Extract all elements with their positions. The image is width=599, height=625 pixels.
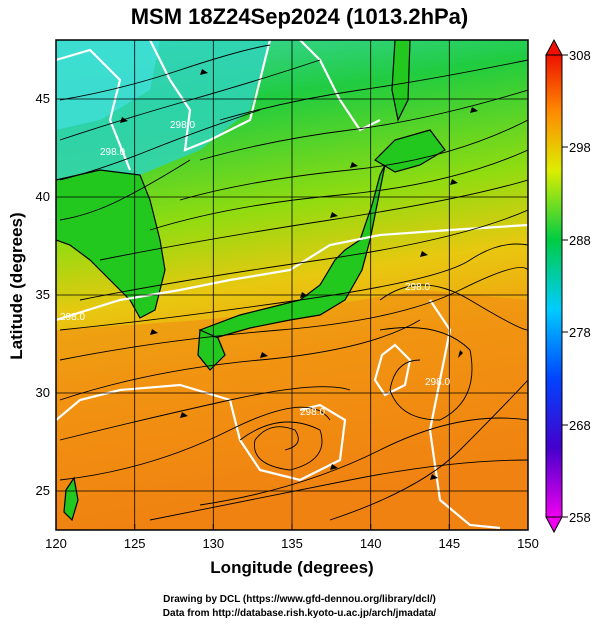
x-tick-label: 150 — [517, 536, 539, 551]
x-tick-label: 130 — [202, 536, 224, 551]
isotherm-contours — [56, 40, 528, 530]
y-tick-label: 25 — [36, 483, 50, 498]
y-axis-label: Latitude (degrees) — [7, 212, 26, 360]
coldest-region — [56, 40, 160, 130]
colorbar-tick-label: 278 — [569, 325, 591, 340]
wind-streamlines — [59, 44, 528, 521]
y-tick-label: 40 — [36, 189, 50, 204]
korea-china-landmass — [56, 169, 166, 319]
streamline-arrows — [120, 69, 478, 480]
taiwan-island — [63, 476, 79, 522]
x-tick-label: 125 — [124, 536, 146, 551]
hokkaido-island — [374, 129, 446, 173]
contour-labels: 298.0 298.0 298.0 298.0 298.0 298.0 — [60, 120, 450, 418]
map-plot-area: 298.0 298.0 298.0 298.0 298.0 298.0 — [56, 40, 528, 530]
contour-label: 298.0 — [405, 282, 430, 293]
x-tick-label: 145 — [438, 536, 460, 551]
chart-title: MSM 18Z24Sep2024 (1013.2hPa) — [130, 4, 469, 29]
colorbar-tick-label: 288 — [569, 233, 591, 248]
y-tick-label: 45 — [36, 91, 50, 106]
y-tick-label: 35 — [36, 287, 50, 302]
y-axis-tick-labels: 25 30 35 40 45 — [36, 91, 50, 498]
colorbar-tick-label: 268 — [569, 418, 591, 433]
colorbar-tick-label: 308 — [569, 48, 591, 63]
y-tick-label: 30 — [36, 385, 50, 400]
contour-label: 298.0 — [300, 407, 325, 418]
x-axis-ticks — [55, 524, 529, 530]
colorbar-max-arrow — [545, 38, 563, 56]
contour-label: 298.0 — [60, 312, 85, 323]
sakhalin-island — [391, 40, 411, 122]
x-tick-label: 135 — [281, 536, 303, 551]
lat-lon-grid — [56, 40, 528, 530]
contour-label: 298.0 — [170, 120, 195, 131]
colorbar-min-arrow — [545, 516, 563, 534]
x-tick-label: 120 — [45, 536, 67, 551]
colorbar: 308 298 288 278 268 258 — [545, 38, 591, 534]
drawing-credit: Drawing by DCL (https://www.gfd-dennou.o… — [163, 594, 436, 605]
colorbar-tick-label: 258 — [569, 510, 591, 525]
colorbar-tick-label: 298 — [569, 140, 591, 155]
data-source-credit: Data from http://database.rish.kyoto-u.a… — [162, 608, 437, 619]
x-axis-label: Longitude (degrees) — [210, 558, 374, 577]
x-tick-label: 140 — [360, 536, 382, 551]
contour-label: 298.0 — [425, 377, 450, 388]
contour-label: 298.0 — [100, 147, 125, 158]
x-axis-tick-labels: 120 125 130 135 140 145 150 — [45, 536, 539, 551]
colorbar-scale — [545, 54, 563, 518]
